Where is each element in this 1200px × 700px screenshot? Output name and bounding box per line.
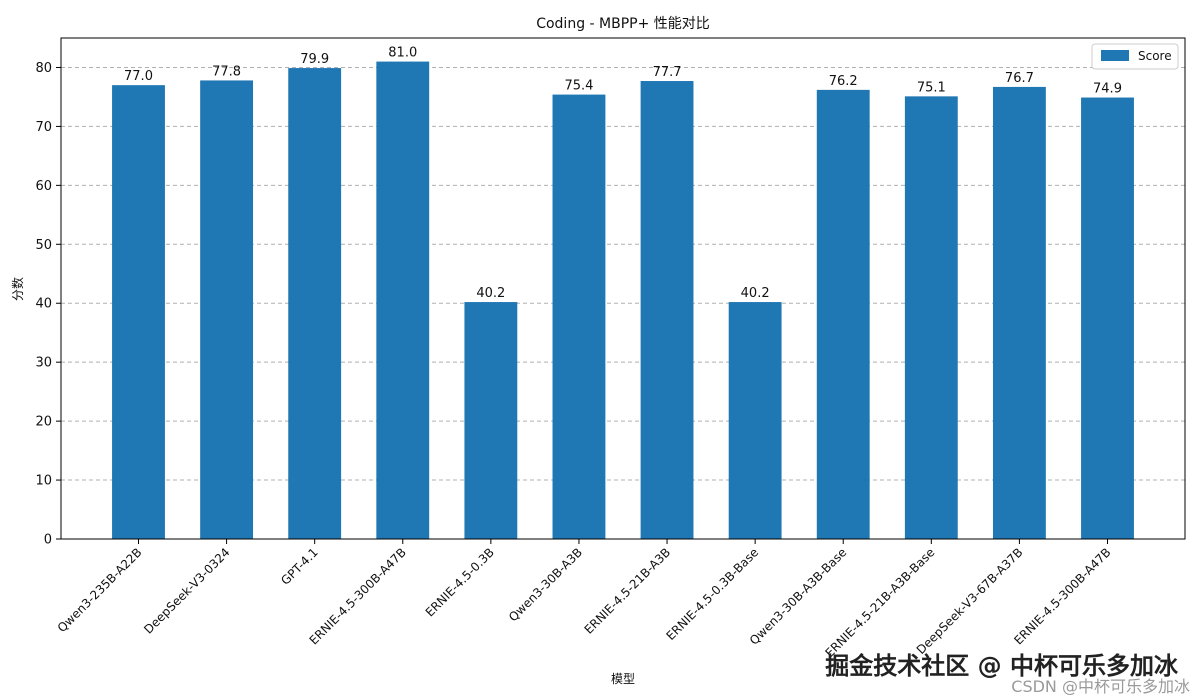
x-tick-label: GPT-4.1 [278, 545, 321, 588]
bar-value-label: 76.7 [1005, 71, 1034, 86]
bar-value-label: 74.9 [1093, 82, 1122, 97]
grid-layer [61, 66, 1185, 481]
bar [904, 96, 958, 539]
x-tick-label: Qwen3-235B-A22B [55, 545, 145, 635]
y-tick-label: 20 [35, 415, 52, 430]
x-axis-label: 模型 [611, 672, 635, 686]
y-tick-label: 30 [35, 356, 52, 371]
bar [992, 86, 1046, 539]
bar-value-label: 76.2 [829, 74, 858, 89]
bar [376, 61, 430, 539]
x-tick-label: DeepSeek-V3-0324 [141, 545, 232, 636]
watermark-csdn: CSDN @中杯可乐多加冰 [1011, 677, 1190, 696]
y-tick-label: 40 [35, 297, 52, 312]
y-tick-label: 60 [35, 179, 52, 194]
bar-value-label: 81.0 [388, 46, 417, 61]
x-tick-label: ERNIE-4.5-21B-A3B [582, 545, 674, 637]
bar-value-label: 40.2 [741, 286, 770, 301]
x-tick-label: ERNIE-4.5-300B-A47B [1011, 545, 1113, 647]
x-tick-label: Qwen3-30B-A3B-Base [747, 545, 850, 648]
y-tick-label: 0 [44, 533, 52, 548]
legend-swatch [1101, 50, 1129, 61]
chart-title: Coding - MBPP+ 性能对比 [536, 16, 710, 32]
plot-frame [60, 37, 1186, 540]
y-tick-label: 70 [35, 120, 52, 135]
bar-value-label: 77.8 [212, 64, 241, 79]
y-axis-label: 分数 [10, 277, 25, 301]
y-tick-label: 80 [35, 61, 52, 76]
watermark-juejin: 掘金技术社区 @ 中杯可乐多加冰 [825, 652, 1179, 680]
legend-label: Score [1138, 49, 1172, 63]
bar [1081, 97, 1134, 540]
bar [640, 81, 694, 539]
bar [552, 94, 606, 539]
bar-value-label: 75.1 [917, 80, 946, 95]
bar [288, 68, 342, 539]
bar [816, 89, 870, 540]
bar-value-label: 40.2 [476, 286, 505, 301]
legend: Score [1091, 43, 1179, 70]
bar [728, 302, 782, 539]
bar-value-label: 77.0 [124, 69, 153, 84]
bar [200, 80, 254, 539]
y-tick-label: 50 [35, 238, 52, 253]
x-tick-label: ERNIE-4.5-0.3B [423, 545, 497, 619]
x-tick-label: ERNIE-4.5-0.3B-Base [664, 545, 762, 643]
watermark: 掘金技术社区 @ 中杯可乐多加冰 CSDN @中杯可乐多加冰 [825, 652, 1190, 696]
x-tick-label: Qwen3-30B-A3B [506, 545, 585, 624]
bar-value-label: 79.9 [300, 52, 329, 67]
bar-value-label: 77.7 [653, 65, 682, 80]
bar [464, 302, 518, 539]
bar-value-label: 75.4 [564, 79, 593, 94]
bar [112, 85, 165, 539]
bar-layer: 77.0 77.8 79.9 81.0 40.2 75.4 77.7 40.2 76.2 75.1… [112, 46, 1134, 540]
x-tick-label: ERNIE-4.5-300B-A47B [307, 545, 409, 647]
y-tick-label: 10 [35, 474, 52, 489]
